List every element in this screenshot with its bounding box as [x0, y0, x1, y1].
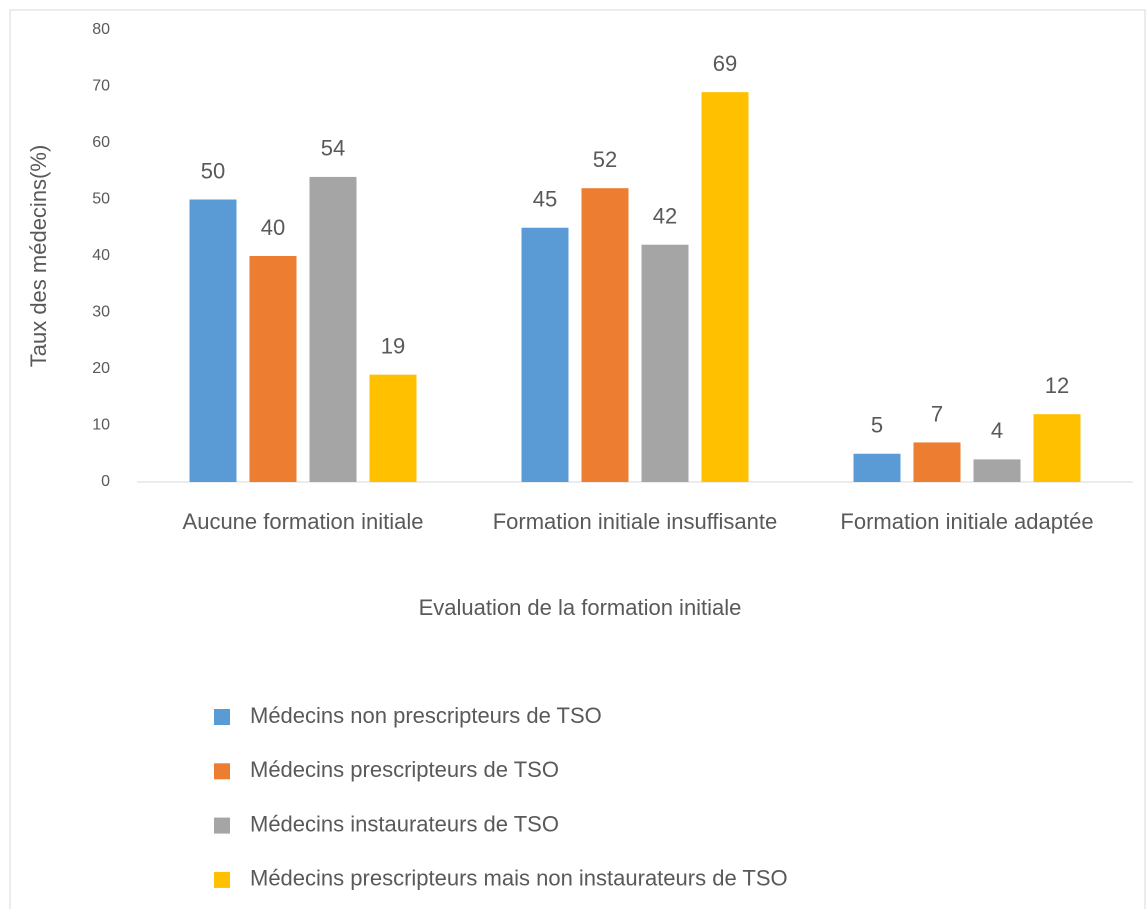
- legend-swatch: [214, 871, 230, 888]
- y-tick-label: 40: [92, 247, 110, 264]
- bar: [1033, 414, 1081, 482]
- x-tick-label: Aucune formation initiale: [182, 509, 424, 534]
- legend-label: Médecins prescripteurs de TSO: [250, 757, 559, 782]
- y-tick-label: 80: [92, 21, 110, 38]
- data-label: 19: [381, 333, 405, 358]
- bar: [521, 227, 569, 482]
- data-label: 42: [653, 204, 677, 229]
- legend-label: Médecins instaurateurs de TSO: [250, 811, 559, 836]
- legend-label: Médecins non prescripteurs de TSO: [250, 703, 602, 728]
- y-tick-label: 60: [92, 134, 110, 151]
- data-label: 54: [321, 136, 345, 161]
- y-tick-label: 70: [92, 78, 110, 95]
- y-tick-label: 50: [92, 191, 110, 208]
- y-tick-label: 0: [101, 473, 110, 490]
- bar: [913, 442, 961, 482]
- data-label: 5: [871, 413, 883, 438]
- data-label: 69: [713, 51, 737, 76]
- bar: [189, 199, 237, 482]
- bar: [701, 92, 749, 483]
- legend-swatch: [214, 817, 230, 834]
- y-tick-label: 20: [92, 360, 110, 377]
- data-label: 40: [261, 215, 285, 240]
- data-label: 12: [1045, 373, 1069, 398]
- legend-swatch: [214, 763, 230, 780]
- chart-border: [9, 9, 1146, 909]
- data-label: 52: [593, 147, 617, 172]
- data-label: 45: [533, 187, 557, 212]
- data-label: 4: [991, 418, 1003, 443]
- bar: [581, 188, 629, 482]
- legend-label: Médecins prescripteurs mais non instaura…: [250, 866, 788, 891]
- y-axis-title: Taux des médecins(%): [26, 145, 51, 368]
- data-label: 50: [201, 158, 225, 183]
- y-tick-label: 10: [92, 417, 110, 434]
- x-tick-label: Formation initiale adaptée: [840, 509, 1094, 534]
- x-tick-label: Formation initiale insuffisante: [492, 509, 778, 534]
- bar: [249, 256, 297, 482]
- bar: [309, 176, 357, 482]
- data-label: 7: [931, 401, 943, 426]
- bar: [853, 453, 901, 482]
- y-tick-label: 30: [92, 304, 110, 321]
- bar: [641, 244, 689, 482]
- x-axis-title: Evaluation de la formation initiale: [419, 595, 742, 620]
- bar: [369, 374, 417, 482]
- legend-swatch: [214, 709, 230, 725]
- bar: [973, 459, 1021, 482]
